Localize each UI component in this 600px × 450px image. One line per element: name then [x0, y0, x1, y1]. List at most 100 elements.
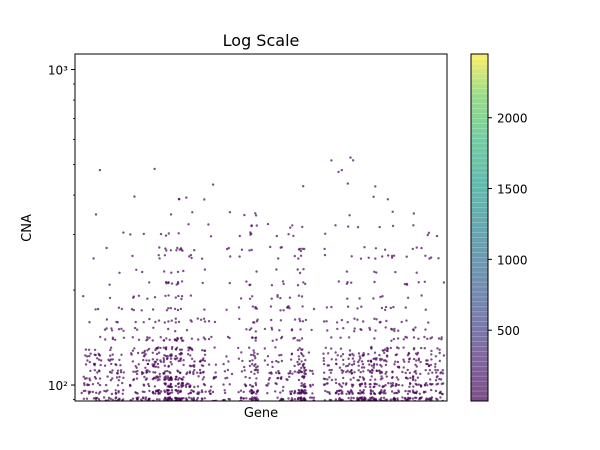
scatter-point	[103, 364, 107, 367]
scatter-point	[164, 247, 167, 250]
scatter-point	[203, 268, 207, 271]
scatter-point	[85, 397, 89, 400]
scatter-point	[296, 284, 300, 287]
scatter-point	[418, 392, 421, 395]
scatter-point	[327, 352, 330, 355]
scatter-point	[349, 378, 352, 381]
scatter-point	[385, 375, 388, 378]
scatter-point	[263, 347, 266, 350]
scatter-point	[348, 362, 351, 366]
scatter-point	[370, 345, 373, 349]
scatter-point	[131, 254, 134, 258]
scatter-point	[403, 283, 407, 286]
scatter-point	[301, 389, 304, 392]
scatter-point	[359, 328, 362, 331]
scatter-point	[251, 363, 254, 366]
scatter-point	[151, 358, 155, 361]
scatter-point	[393, 392, 396, 395]
scatter-point	[169, 378, 173, 381]
scatter-point	[434, 389, 438, 393]
scatter-point	[289, 358, 293, 361]
scatter-point	[88, 321, 91, 324]
scatter-point	[436, 347, 439, 350]
scatter-point	[178, 376, 181, 380]
scatter-point	[82, 397, 86, 400]
scatter-point	[356, 379, 359, 382]
scatter-point	[279, 391, 282, 394]
scatter-point	[292, 234, 295, 238]
scatter-point	[151, 391, 155, 394]
scatter-point	[118, 398, 121, 401]
scatter-point	[338, 382, 341, 386]
scatter-point	[442, 281, 446, 284]
scatter-point	[166, 354, 169, 358]
scatter-point	[375, 369, 378, 372]
scatter-point	[185, 372, 188, 376]
scatter-point	[255, 392, 258, 395]
scatter-point	[439, 372, 442, 375]
scatter-point	[117, 391, 120, 394]
scatter-point	[402, 366, 405, 369]
scatter-point	[300, 384, 303, 388]
scatter-point	[373, 398, 376, 401]
scatter-point	[374, 247, 378, 250]
scatter-point	[441, 369, 444, 372]
scatter-point	[379, 295, 382, 299]
scatter-point	[392, 397, 396, 401]
scatter-point	[184, 385, 188, 389]
scatter-point	[435, 234, 439, 238]
scatter-point	[383, 248, 387, 251]
scatter-point	[400, 320, 403, 324]
scatter-point	[249, 383, 252, 387]
scatter-point	[152, 371, 155, 374]
scatter-point	[289, 370, 292, 373]
scatter-point	[299, 328, 302, 331]
scatter-point	[174, 330, 177, 333]
scatter-point	[142, 358, 145, 362]
scatter-point	[147, 384, 151, 388]
scatter-point	[356, 360, 360, 364]
scatter-point	[248, 376, 251, 380]
scatter-point	[289, 390, 292, 393]
scatter-point	[396, 360, 400, 364]
scatter-point	[396, 397, 399, 400]
scatter-point	[227, 360, 230, 363]
scatter-point	[302, 268, 305, 271]
scatter-point	[119, 369, 123, 372]
scatter-point	[238, 317, 241, 321]
scatter-point	[169, 357, 173, 360]
scatter-point	[370, 371, 374, 375]
scatter-point	[415, 246, 418, 249]
scatter-point	[248, 364, 252, 368]
scatter-point	[434, 362, 437, 366]
scatter-point	[290, 397, 294, 400]
scatter-point	[114, 338, 117, 341]
scatter-point	[370, 375, 373, 378]
scatter-point	[309, 383, 312, 387]
scatter-point	[93, 348, 97, 352]
scatter-point	[296, 371, 299, 374]
scatter-point	[128, 383, 132, 387]
scatter-point	[157, 254, 160, 257]
scatter-point	[427, 364, 431, 367]
scatter-point	[384, 372, 387, 375]
scatter-point	[279, 309, 282, 312]
scatter-point	[427, 321, 430, 324]
scatter-point	[187, 392, 190, 395]
scatter-point	[322, 383, 326, 386]
scatter-point	[142, 397, 145, 400]
scatter-point	[158, 246, 161, 249]
scatter-point	[413, 396, 417, 399]
scatter-point	[424, 254, 427, 257]
scatter-point	[142, 355, 146, 358]
scatter-point	[97, 392, 101, 395]
scatter-point	[166, 385, 169, 388]
scatter-point	[214, 371, 217, 374]
scatter-point	[170, 282, 174, 285]
scatter-point	[158, 375, 162, 378]
scatter-point	[359, 257, 363, 260]
scatter-point	[300, 337, 304, 340]
scatter-point	[393, 329, 396, 333]
scatter-point	[165, 309, 169, 312]
scatter-point	[224, 377, 227, 380]
